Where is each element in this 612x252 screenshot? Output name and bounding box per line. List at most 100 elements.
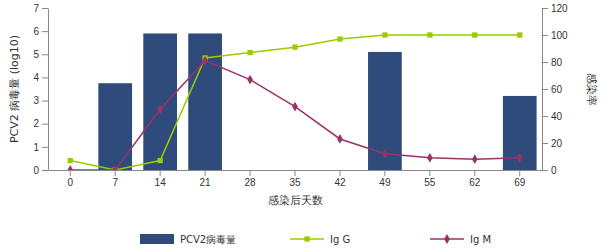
tick-mark — [42, 170, 48, 171]
tick-mark — [542, 8, 548, 9]
marker — [517, 153, 523, 163]
marker — [337, 134, 343, 144]
tick: 120 — [542, 3, 568, 14]
tick-mark — [42, 101, 48, 102]
tick: 5 — [33, 49, 48, 60]
tick: 1 — [33, 142, 48, 153]
tick-label: 4 — [33, 72, 39, 83]
y-title: PCV2 病毒量 (log10) — [8, 35, 21, 143]
tick: 55 — [424, 170, 436, 188]
tick: 80 — [542, 57, 563, 68]
legend-item: Ig M — [430, 234, 491, 245]
tick: 20 — [542, 138, 563, 149]
tick-label: 5 — [33, 49, 39, 60]
tick-label: 7 — [112, 177, 118, 188]
plot: 0714212835424955626901234567020406080100… — [8, 3, 598, 207]
tick-mark — [542, 170, 548, 171]
tick-mark — [70, 170, 71, 176]
tick-label: 0 — [551, 165, 557, 176]
tick-mark — [542, 35, 548, 36]
marker — [472, 32, 477, 37]
tick-mark — [384, 170, 385, 176]
y-axis: 01234567 — [33, 3, 48, 176]
tick: 7 — [33, 3, 48, 14]
tick-mark — [42, 77, 48, 78]
tick-mark — [542, 62, 548, 63]
tick: 69 — [514, 170, 526, 188]
tick-label: 62 — [469, 177, 481, 188]
tick: 3 — [33, 95, 48, 106]
tick-label: 80 — [551, 57, 563, 68]
tick-mark — [42, 8, 48, 9]
tick-label: 120 — [551, 3, 568, 14]
bar — [143, 33, 177, 170]
line — [70, 61, 520, 170]
tick: 62 — [469, 170, 481, 188]
tick-mark — [542, 116, 548, 117]
bar — [188, 33, 222, 170]
chart: 0714212835424955626901234567020406080100… — [0, 0, 612, 252]
y2-axis: 0 20 40 60 80 100 120 — [542, 3, 568, 176]
marker — [158, 158, 163, 163]
legend-label: PCV2病毒量 — [180, 234, 236, 245]
tick: 0 — [542, 165, 557, 176]
tick-label: 100 — [551, 30, 568, 41]
marker — [112, 165, 118, 170]
marker — [247, 75, 253, 85]
legend-label: Ig M — [470, 234, 491, 245]
marker — [382, 149, 388, 159]
legend: PCV2病毒量 Ig G Ig M — [140, 234, 491, 245]
marker — [472, 154, 478, 164]
x-title: 感染后天数 — [268, 194, 323, 207]
tick-label: 49 — [379, 177, 391, 188]
tick-label: 1 — [33, 142, 39, 153]
tick-mark — [542, 143, 548, 144]
marker — [292, 45, 297, 50]
tick-mark — [339, 170, 340, 176]
y2-title: 感染率 — [585, 73, 598, 106]
tick-mark — [42, 124, 48, 125]
tick: 7 — [112, 170, 118, 188]
tick-label: 40 — [551, 111, 563, 122]
x-axis: 0 7 14 21 28 35 42 49 55 62 69 — [49, 170, 543, 188]
tick-mark — [205, 170, 206, 176]
tick-label: 0 — [33, 165, 39, 176]
legend-marker — [304, 236, 309, 241]
tick-label: 21 — [200, 177, 212, 188]
tick-label: 35 — [289, 177, 301, 188]
tick: 35 — [289, 170, 301, 188]
bar — [98, 83, 132, 170]
tick-label: 28 — [244, 177, 256, 188]
tick: 14 — [155, 170, 167, 188]
marker — [292, 102, 298, 112]
tick-label: 20 — [551, 138, 563, 149]
tick-label: 3 — [33, 95, 39, 106]
tick-label: 7 — [33, 3, 39, 14]
tick-label: 6 — [33, 26, 39, 37]
tick-label: 69 — [514, 177, 526, 188]
marker — [427, 153, 433, 163]
marker — [427, 32, 432, 37]
legend-label: Ig G — [330, 234, 350, 245]
tick-mark — [474, 170, 475, 176]
marker — [247, 50, 252, 55]
legend-marker — [444, 234, 450, 244]
tick: 28 — [244, 170, 256, 188]
tick: 6 — [33, 26, 48, 37]
marker — [67, 165, 73, 170]
tick: 42 — [334, 170, 346, 188]
tick-mark — [250, 170, 251, 176]
tick: 0 — [67, 170, 73, 188]
legend-item: Ig G — [290, 234, 350, 245]
tick-mark — [295, 170, 296, 176]
legend-swatch — [140, 234, 174, 244]
legend-item: PCV2病毒量 — [140, 234, 236, 245]
tick-mark — [429, 170, 430, 176]
marker — [337, 36, 342, 41]
tick-mark — [160, 170, 161, 176]
tick-mark — [519, 170, 520, 176]
tick-label: 0 — [67, 177, 73, 188]
tick: 60 — [542, 84, 563, 95]
tick: 4 — [33, 72, 48, 83]
tick-mark — [42, 147, 48, 148]
